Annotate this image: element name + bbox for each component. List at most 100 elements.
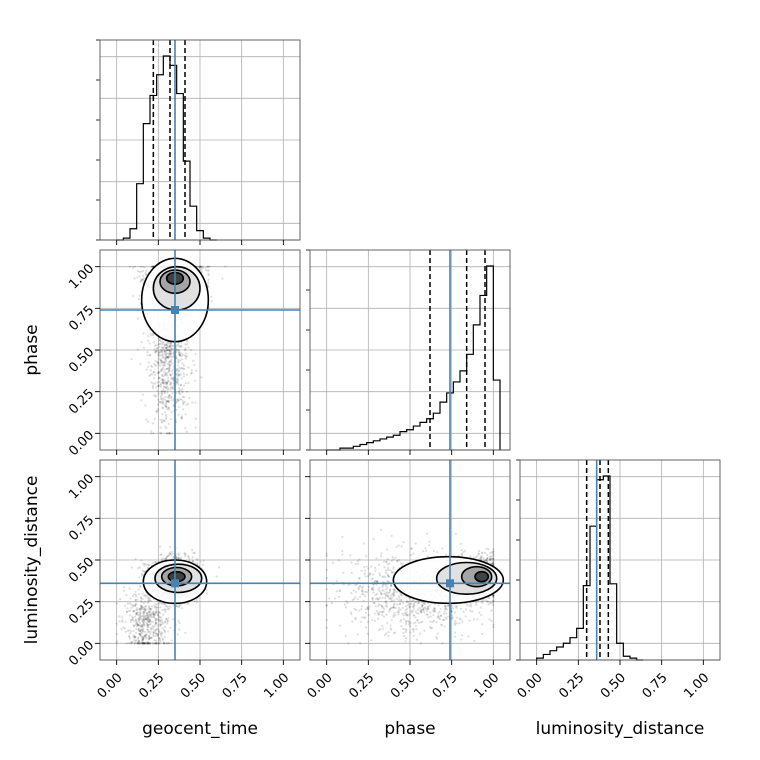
sample-point [177,553,180,557]
sample-point [143,642,146,645]
sample-point [147,642,150,645]
sample-point [200,266,203,269]
sample-point [142,642,146,645]
sample-point [159,619,162,622]
sample-point [165,617,168,621]
sample-point [145,636,148,639]
sample-point [166,352,169,355]
sample-point [163,642,166,645]
sample-point [143,600,146,604]
sample-point [159,426,162,429]
sample-point [148,642,151,645]
sample-point [161,343,164,346]
sample-point [164,386,168,389]
sample-point [152,341,155,344]
sample-point [144,605,147,609]
sample-point [158,630,161,633]
sample-point [160,354,163,357]
sample-point [141,598,144,601]
sample-point [150,605,154,608]
sample-point [148,342,151,345]
sample-point [160,349,163,352]
sample-point [137,632,140,635]
sample-point [146,619,149,622]
sample-point [195,369,198,372]
sample-point [160,350,164,353]
sample-point [133,638,136,641]
sample-point [207,272,210,275]
sample-point [151,265,154,268]
sample-point [143,564,146,567]
sample-point [137,617,140,621]
sample-point [157,618,160,621]
sample-point [200,270,204,273]
sample-point [130,641,133,644]
sample-point [143,642,146,645]
sample-point [182,384,186,387]
sample-point [147,623,150,627]
sample-point [118,615,121,618]
sample-point [138,616,141,619]
sample-point [163,378,166,382]
sample-point [137,623,141,627]
sample-point [156,642,160,645]
sample-point [152,631,155,634]
sample-point [169,349,173,352]
sample-point [141,274,145,277]
sample-point [156,633,159,636]
sample-point [166,381,169,385]
sample-point [194,426,197,429]
sample-point [160,392,163,395]
sample-point [153,344,156,348]
sample-point [135,639,138,642]
sample-point [132,605,135,608]
sample-point [145,641,148,644]
sample-point [160,397,163,400]
sample-point [198,265,201,268]
sample-point [161,378,164,381]
sample-point [132,629,135,633]
sample-point [159,342,162,345]
sample-point [143,620,146,623]
sample-point [138,270,141,274]
sample-point [146,642,149,645]
sample-point [127,634,131,637]
sample-point [171,344,174,347]
sample-point [134,636,137,639]
sample-point [169,354,172,357]
sample-point [150,373,153,376]
sample-point [156,390,159,393]
sample-point [158,364,162,367]
sample-point [152,630,155,634]
sample-point [140,642,143,645]
sample-point [195,600,198,604]
sample-point [185,403,188,406]
sample-point [156,613,160,616]
sample-point [142,610,146,614]
sample-point [152,634,155,638]
sample-point [164,343,167,346]
sample-point [139,265,142,268]
sample-point [177,552,180,555]
sample-point [168,394,172,397]
sample-point [137,624,140,627]
sample-point [148,599,151,602]
sample-point [137,618,141,621]
sample-point [130,358,133,361]
sample-point [164,380,167,383]
sample-point [163,352,166,356]
sample-point [198,266,201,269]
sample-point [133,635,137,639]
sample-point [150,265,154,268]
sample-point [156,381,159,384]
sample-point [138,615,141,618]
sample-point [170,344,173,347]
sample-point [139,596,142,599]
sample-point [140,341,143,344]
sample-point [167,356,170,360]
sample-point [148,354,152,357]
sample-point [164,355,168,358]
sample-point [139,280,142,283]
sample-point [142,570,146,573]
sample-point [168,366,171,370]
